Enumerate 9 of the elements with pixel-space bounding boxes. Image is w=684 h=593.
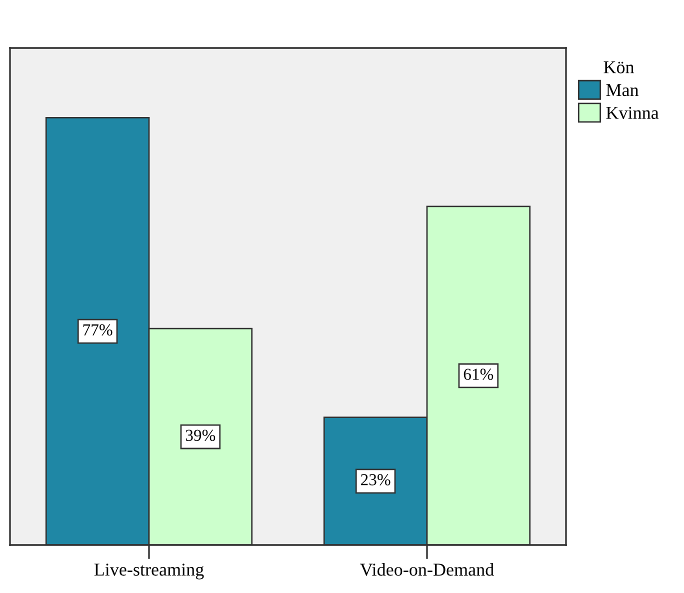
data-label: 39%	[186, 430, 216, 442]
legend-title: Kön	[604, 61, 634, 74]
legend-label: Kvinna	[606, 106, 659, 119]
data-label: 77%	[83, 324, 112, 336]
x-tick-label: Live-streaming	[94, 564, 204, 580]
legend-label: Man	[606, 84, 639, 96]
data-label: 61%	[464, 368, 494, 380]
data-label: 23%	[361, 474, 390, 486]
x-tick-label: Video-on-Demand	[360, 563, 494, 576]
